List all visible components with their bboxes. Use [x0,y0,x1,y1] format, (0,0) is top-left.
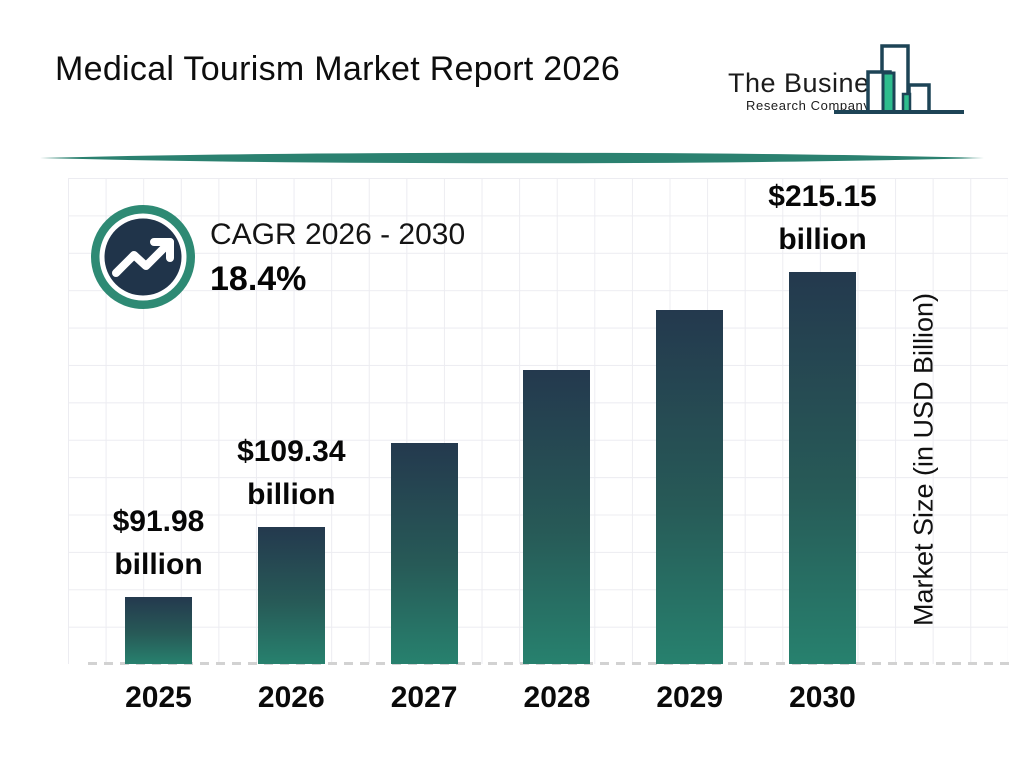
cagr-value: 18.4% [210,260,307,298]
x-tick-label-2027: 2027 [390,681,458,714]
bar-value-label-2025: $91.98 billion [112,505,205,581]
logo-skyline-icon [834,44,964,114]
cagr-label: CAGR 2026 - 2030 [210,218,466,251]
bar-2029 [656,310,724,664]
bar-2030 [789,272,856,664]
bar-2028 [523,370,591,664]
bar-value-label-2030: $215.15 billion [768,180,877,256]
x-tick-label-2025: 2025 [125,681,192,714]
logo-tagline: Research Company [746,98,871,113]
header-divider [40,152,984,164]
bar-2026 [257,527,325,664]
trending-up-icon [91,205,195,309]
bar-2027 [390,443,458,664]
x-tick-label-2028: 2028 [523,681,591,714]
bar-value-label-2026: $109.34 billion [237,435,346,511]
page-title: Medical Tourism Market Report 2026 [55,50,621,88]
y-axis-title: Market Size (in USD Billion) [908,292,939,627]
x-tick-label-2026: 2026 [257,681,325,714]
company-logo: The Business Research Company [720,38,990,128]
x-tick-label-2029: 2029 [656,681,724,714]
bar-2025 [125,597,192,664]
x-tick-label-2030: 2030 [789,681,856,714]
